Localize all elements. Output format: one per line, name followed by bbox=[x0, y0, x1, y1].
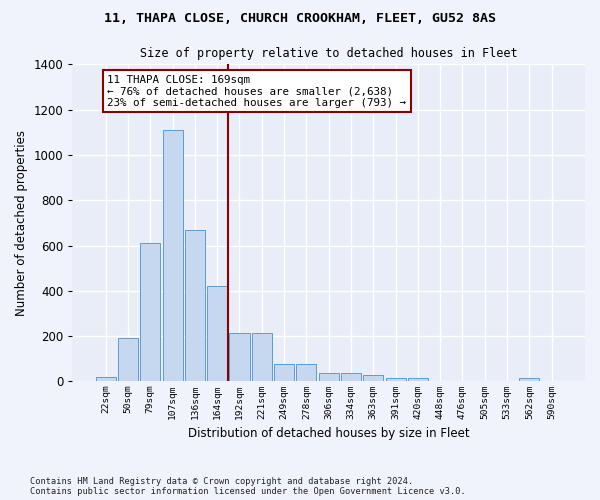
Y-axis label: Number of detached properties: Number of detached properties bbox=[15, 130, 28, 316]
Bar bbox=[274, 364, 294, 382]
Bar bbox=[185, 230, 205, 382]
Bar bbox=[95, 377, 116, 382]
Bar bbox=[341, 374, 361, 382]
Bar bbox=[118, 338, 138, 382]
Title: Size of property relative to detached houses in Fleet: Size of property relative to detached ho… bbox=[140, 48, 517, 60]
Bar bbox=[386, 378, 406, 382]
Text: 11, THAPA CLOSE, CHURCH CROOKHAM, FLEET, GU52 8AS: 11, THAPA CLOSE, CHURCH CROOKHAM, FLEET,… bbox=[104, 12, 496, 26]
Bar bbox=[140, 244, 160, 382]
X-axis label: Distribution of detached houses by size in Fleet: Distribution of detached houses by size … bbox=[188, 427, 469, 440]
Bar bbox=[408, 378, 428, 382]
Bar bbox=[363, 375, 383, 382]
Bar bbox=[520, 378, 539, 382]
Bar bbox=[296, 364, 316, 382]
Bar bbox=[207, 286, 227, 382]
Text: 11 THAPA CLOSE: 169sqm
← 76% of detached houses are smaller (2,638)
23% of semi-: 11 THAPA CLOSE: 169sqm ← 76% of detached… bbox=[107, 74, 406, 108]
Bar bbox=[319, 374, 339, 382]
Bar bbox=[252, 332, 272, 382]
Bar bbox=[163, 130, 182, 382]
Bar bbox=[229, 332, 250, 382]
Text: Contains HM Land Registry data © Crown copyright and database right 2024.
Contai: Contains HM Land Registry data © Crown c… bbox=[30, 476, 466, 496]
